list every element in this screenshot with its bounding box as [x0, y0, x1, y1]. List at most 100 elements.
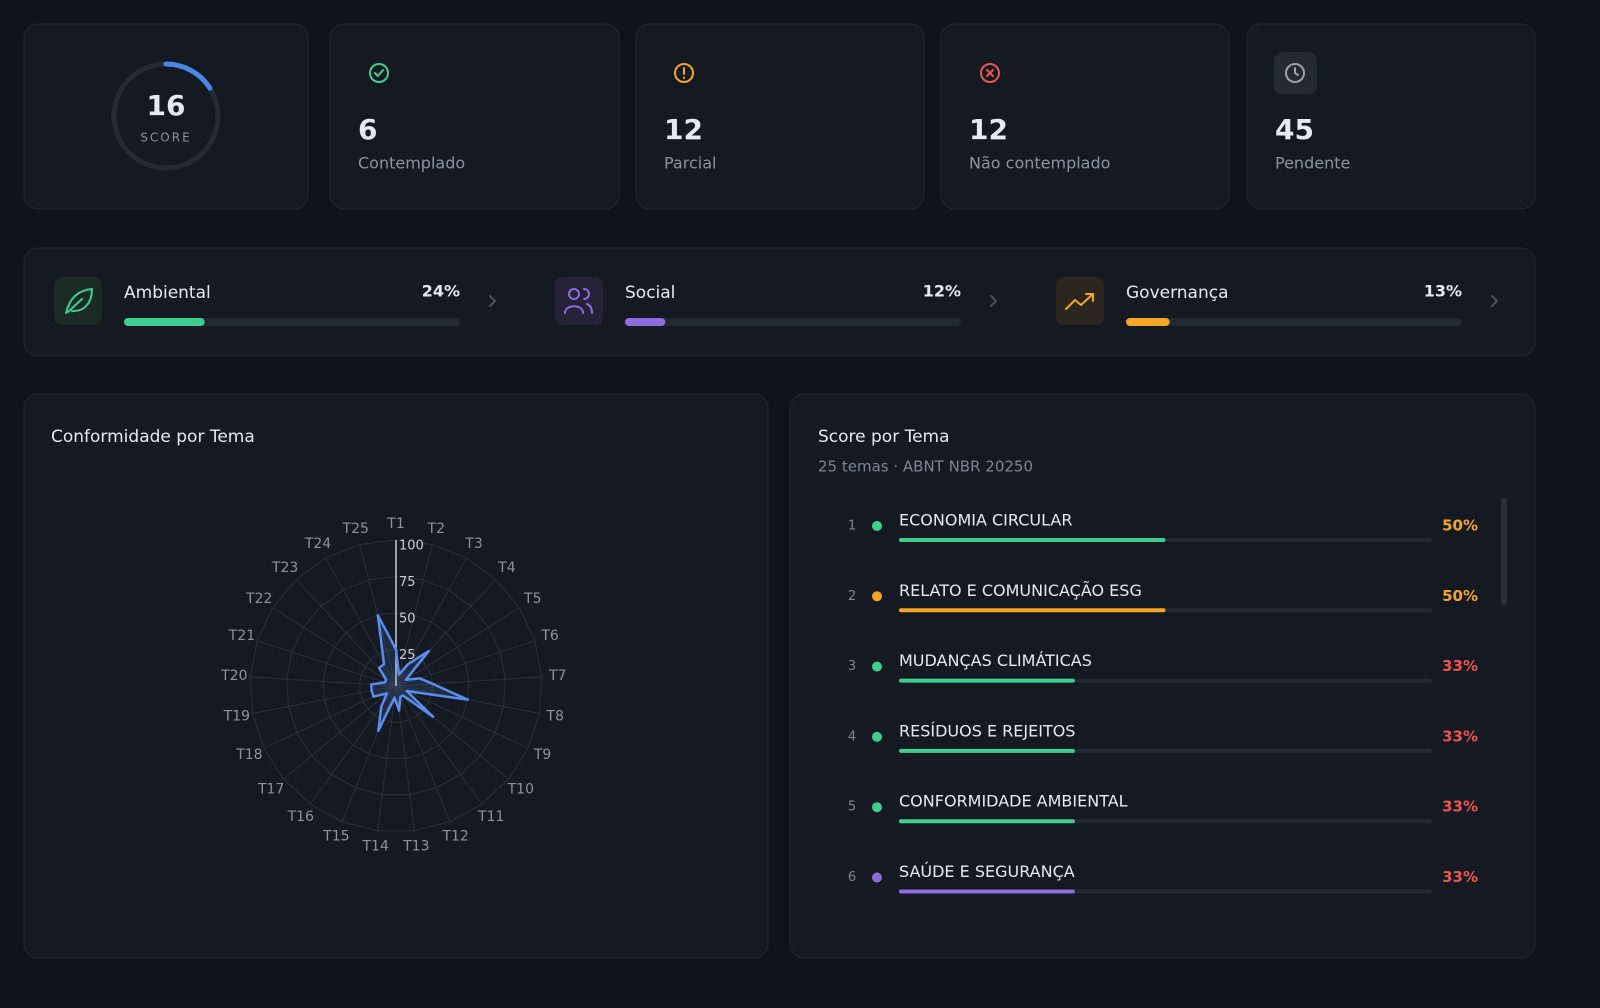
- ranking-card: [789, 393, 1536, 959]
- scrollbar[interactable]: [1501, 498, 1507, 605]
- score-ring-arc: [163, 61, 213, 91]
- clock-icon: [1285, 63, 1305, 83]
- theme-score: 33%: [1442, 657, 1478, 675]
- theme-name: MUDANÇAS CLIMÁTICAS: [899, 651, 1092, 670]
- spoke: [283, 685, 397, 780]
- spoke: [395, 544, 433, 687]
- ranking-title: Score por Tema: [818, 427, 950, 447]
- score-value: 16: [147, 89, 186, 122]
- category-label: T22: [245, 591, 272, 607]
- pillar-name: Social: [625, 283, 675, 303]
- category-label: T9: [533, 747, 551, 763]
- radial-tick-label: 25: [399, 648, 416, 663]
- category-label: T11: [477, 809, 504, 825]
- spoke: [395, 685, 483, 805]
- theme-score: 33%: [1442, 798, 1478, 816]
- leaf-icon-bg: [54, 277, 102, 325]
- progress-bar: [899, 889, 1075, 894]
- stat-label: Pendente: [1275, 154, 1350, 173]
- stat-card: [635, 23, 925, 210]
- check-icon: [369, 63, 389, 83]
- chevron[interactable]: [489, 295, 496, 307]
- stat-card: [329, 23, 620, 210]
- rank-number: 4: [848, 729, 856, 744]
- theme-score: 33%: [1442, 727, 1478, 745]
- theme-name: CONFORMIDADE AMBIENTAL: [899, 792, 1128, 811]
- stat-value: 45: [1275, 113, 1314, 146]
- category-label: T6: [540, 628, 559, 644]
- category-label: T24: [304, 536, 331, 552]
- rank-number: 5: [848, 800, 856, 815]
- theme-name: RESÍDUOS E REJEITOS: [899, 721, 1075, 740]
- progress-track: [625, 318, 961, 326]
- grid-ring: [322, 612, 470, 759]
- grid-ring: [359, 648, 433, 723]
- chevron[interactable]: [1491, 295, 1498, 307]
- category-label: T19: [223, 708, 250, 724]
- theme-score: 33%: [1442, 868, 1478, 886]
- category-label: T8: [545, 708, 563, 724]
- spoke: [395, 685, 509, 780]
- status-dot: [872, 661, 882, 672]
- chevron[interactable]: [990, 295, 997, 307]
- rank-number: 3: [848, 659, 856, 674]
- stat-card: [940, 23, 1230, 210]
- theme-score: 50%: [1442, 587, 1478, 605]
- progress-bar: [899, 748, 1075, 753]
- category-label: T2: [427, 521, 445, 537]
- category-label: T13: [402, 839, 429, 855]
- spoke: [395, 685, 529, 749]
- status-dot: [872, 731, 882, 742]
- spoke: [341, 685, 397, 822]
- trend-icon: [1065, 293, 1094, 310]
- category-label: T1: [386, 516, 404, 532]
- progress-track: [1126, 318, 1462, 326]
- stat-value: 6: [358, 113, 377, 146]
- category-label: T4: [497, 560, 516, 576]
- radial-tick-label: 100: [399, 539, 424, 554]
- status-dot: [872, 521, 882, 531]
- pillar-value: 24%: [422, 282, 460, 301]
- category-label: T3: [464, 536, 482, 552]
- theme-name: RELATO E COMUNICAÇÃO ESG: [899, 581, 1142, 600]
- alert-icon: [674, 63, 694, 83]
- stat-card: [1246, 23, 1536, 210]
- stat-label: Contemplado: [358, 154, 465, 173]
- progress-track: [124, 318, 460, 326]
- pillar-value: 13%: [1424, 282, 1462, 301]
- spoke: [395, 607, 520, 687]
- pillar-name: Governança: [1126, 283, 1229, 303]
- theme-name: ECONOMIA CIRCULAR: [899, 511, 1072, 530]
- spoke: [395, 685, 451, 822]
- score-card: [23, 23, 309, 210]
- pillars-card: [23, 247, 1536, 357]
- spoke: [395, 579, 497, 687]
- category-label: T20: [220, 668, 247, 684]
- rank-number: 2: [848, 589, 856, 604]
- status-dot: [872, 872, 882, 883]
- spoke: [256, 640, 397, 687]
- pillar-name: Ambiental: [124, 283, 211, 303]
- grid-ring: [249, 539, 543, 832]
- category-label: T17: [257, 781, 284, 797]
- progress-bar: [899, 819, 1075, 824]
- category-label: T21: [228, 628, 255, 644]
- grid-ring: [286, 575, 506, 796]
- theme-name: SAÚDE E SEGURANÇA: [899, 862, 1075, 881]
- progress-bar: [625, 318, 666, 326]
- category-label: T18: [235, 747, 262, 763]
- theme-score: 50%: [1442, 517, 1478, 535]
- progress-bar: [899, 608, 1166, 613]
- rank-number: 6: [848, 870, 856, 885]
- users-icon-bg: [555, 277, 603, 325]
- radial-tick-label: 50: [399, 612, 416, 627]
- pillar-value: 12%: [923, 282, 961, 301]
- category-label: T5: [523, 591, 541, 607]
- progress-bar: [124, 318, 205, 326]
- spoke: [272, 607, 397, 687]
- stat-value: 12: [969, 113, 1008, 146]
- spoke: [377, 685, 397, 831]
- leaf-icon: [65, 288, 93, 314]
- category-label: T12: [441, 829, 468, 845]
